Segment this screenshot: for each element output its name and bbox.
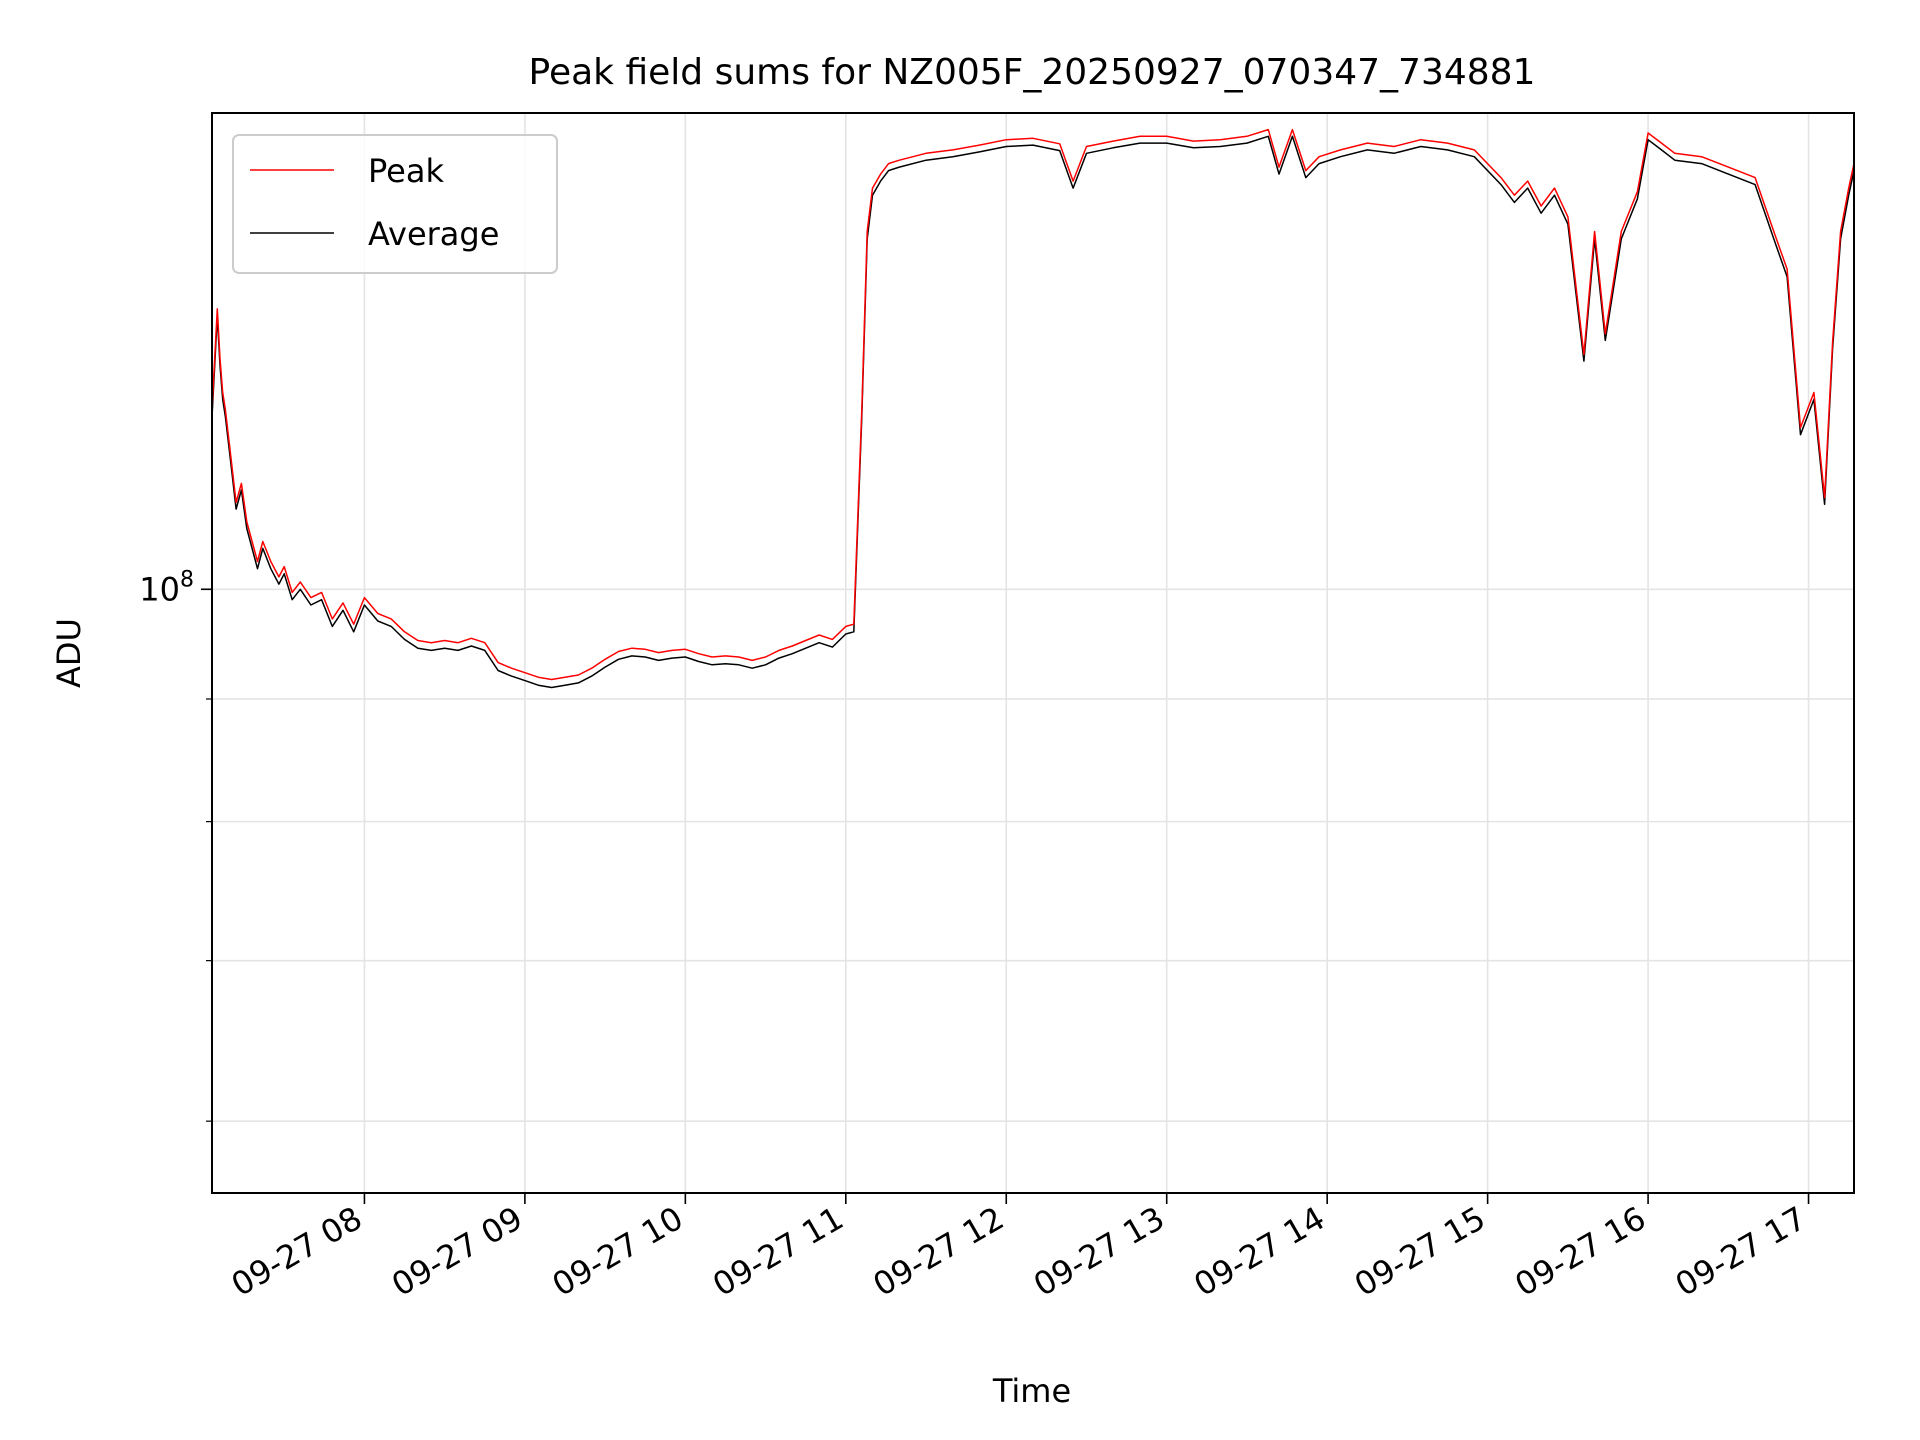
plot-frame xyxy=(211,112,1855,1194)
legend-average-label: Average xyxy=(368,215,499,253)
grid-lines xyxy=(212,113,1854,1193)
series-line-average xyxy=(211,135,1855,689)
y-tick-label: 108 xyxy=(139,567,194,608)
series-line-peak xyxy=(211,128,1855,681)
legend-peak-label: Peak xyxy=(368,152,444,190)
legend: Peak Average xyxy=(232,134,558,274)
x-axis-label: Time xyxy=(992,1372,1071,1410)
chart-title: Peak field sums for NZ005F_20250927_0703… xyxy=(529,52,1536,93)
series-lines xyxy=(211,128,1855,689)
y-axis-label: ADU xyxy=(50,618,88,688)
